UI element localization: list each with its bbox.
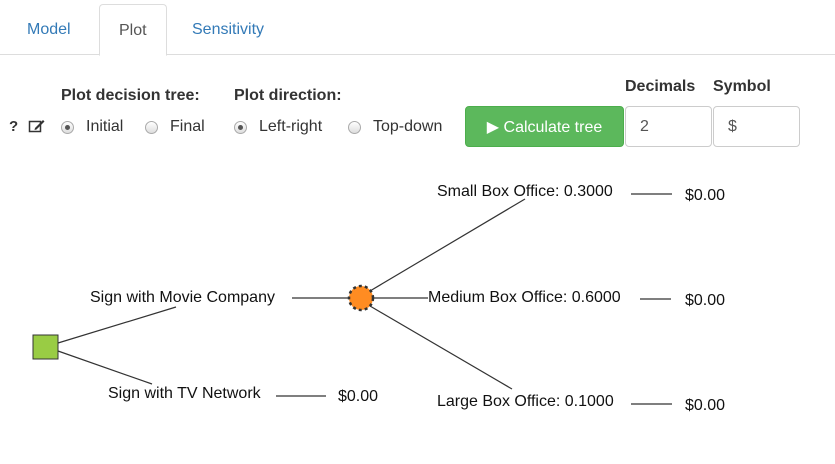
payoff-small: $0.00	[685, 187, 725, 204]
branch-label-large: Large Box Office: 0.1000	[437, 393, 614, 410]
edit-icon[interactable]	[28, 118, 46, 134]
decision-node[interactable]	[32, 334, 59, 360]
tab-plot[interactable]: Plot	[99, 4, 167, 56]
edge-large	[369, 305, 513, 390]
tab-model[interactable]: Model	[27, 21, 71, 38]
radio-initial[interactable]: Initial	[61, 118, 123, 136]
branch-label-small: Small Box Office: 0.3000	[437, 183, 613, 200]
calculate-tree-button[interactable]: ▶ Calculate tree	[465, 106, 624, 147]
decimals-label: Decimals	[625, 78, 696, 95]
edge-small	[369, 198, 526, 292]
edge-movie	[57, 306, 177, 344]
radio-final[interactable]: Final	[145, 118, 205, 136]
edge-tv	[57, 350, 153, 385]
branch-label-movie: Sign with Movie Company	[90, 289, 275, 306]
symbol-label: Symbol	[713, 78, 771, 95]
tab-bar: Model Plot Sensitivity	[0, 0, 835, 56]
payoff-medium: $0.00	[685, 292, 725, 309]
radio-left-right-dot[interactable]	[234, 120, 247, 134]
radio-top-down-dot[interactable]	[348, 120, 361, 134]
decimals-input[interactable]: 2	[625, 106, 712, 147]
radio-initial-dot[interactable]	[61, 120, 74, 134]
help-icon[interactable]: ?	[9, 118, 19, 135]
radio-final-dot[interactable]	[145, 120, 158, 134]
branch-label-medium: Medium Box Office: 0.6000	[428, 289, 621, 306]
plot-tree-label: Plot decision tree:	[61, 87, 200, 104]
payoff-large: $0.00	[685, 397, 725, 414]
branch-label-tv: Sign with TV Network	[108, 385, 262, 402]
radio-left-right-label: Left-right	[259, 118, 323, 135]
payoff-tv: $0.00	[338, 388, 378, 405]
radio-left-right[interactable]: Left-right	[234, 118, 322, 136]
plot-direction-label: Plot direction:	[234, 87, 342, 104]
chance-node[interactable]	[347, 284, 375, 312]
radio-top-down-label: Top-down	[373, 118, 443, 135]
radio-top-down[interactable]: Top-down	[348, 118, 442, 136]
tab-sensitivity[interactable]: Sensitivity	[192, 21, 265, 38]
radio-initial-label: Initial	[86, 118, 124, 135]
radio-final-label: Final	[170, 118, 205, 135]
symbol-input[interactable]: $	[713, 106, 800, 147]
